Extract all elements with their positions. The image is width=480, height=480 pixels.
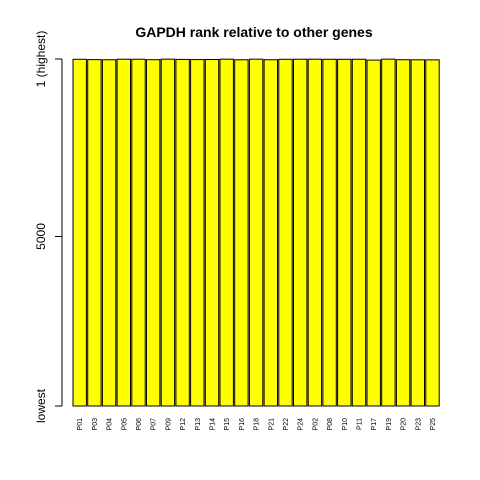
chart-title: GAPDH rank relative to other genes (135, 24, 373, 40)
x-tick-label-p23: P23 (415, 418, 422, 431)
bar-p06 (131, 58, 146, 407)
bar-p07 (146, 59, 161, 407)
bar-p11 (351, 58, 367, 407)
bar-p19 (381, 58, 396, 407)
bar-p12 (175, 58, 190, 407)
x-tick-label-p13: P13 (195, 418, 202, 431)
y-tick-label: 5000 (34, 223, 48, 250)
x-tick-label-p22: P22 (283, 418, 290, 431)
y-tick-label: lowest (34, 388, 48, 423)
bar-p03 (87, 59, 102, 407)
x-tick-label-p20: P20 (401, 418, 408, 431)
bar-p24 (293, 58, 308, 407)
x-tick-label-p08: P08 (327, 418, 334, 431)
x-tick-label-p19: P19 (386, 418, 393, 431)
x-tick-label-p04: P04 (107, 418, 114, 431)
x-tick-label-p25: P25 (430, 418, 437, 431)
bars (72, 58, 440, 407)
y-axis: 1 (highest) 5000 lowest (34, 31, 63, 423)
bar-p10 (337, 58, 352, 407)
bar-p22 (278, 58, 293, 407)
x-tick-label-p11: P11 (357, 418, 364, 430)
bar-p23 (410, 59, 426, 407)
y-tick-label: 1 (highest) (34, 31, 48, 88)
bar-p20 (395, 59, 411, 407)
bar-p09 (160, 58, 176, 407)
x-tick-label-p02: P02 (312, 418, 319, 431)
x-tick-labels: P01 P03 P04 P05 P06 P07 P09 P12 P13 P14 P15 P16 P18 P… (77, 418, 437, 431)
bar-p16 (234, 59, 249, 407)
bar-p04 (101, 59, 117, 407)
x-tick-label-p17: P17 (371, 418, 378, 431)
x-tick-label-p06: P06 (136, 418, 143, 431)
x-tick-label-p12: P12 (180, 418, 187, 431)
bar-p13 (190, 59, 205, 407)
x-tick-label-p03: P03 (92, 418, 99, 431)
x-tick-label-p07: P07 (151, 418, 158, 431)
bar-p05 (116, 58, 131, 407)
bar-p17 (366, 59, 381, 407)
bar-p08 (322, 58, 337, 407)
x-tick-label-p05: P05 (121, 418, 128, 431)
bar-p02 (307, 58, 323, 407)
bar-p21 (263, 59, 279, 407)
x-tick-label-p14: P14 (210, 418, 217, 431)
bar-p15 (219, 58, 234, 407)
x-tick-label-p21: P21 (268, 418, 275, 431)
x-tick-label-p24: P24 (298, 418, 305, 431)
bar-p18 (248, 58, 264, 407)
x-tick-label-p09: P09 (165, 418, 172, 431)
bar-p25 (425, 59, 440, 407)
x-tick-label-p10: P10 (342, 418, 349, 431)
x-tick-label-p18: P18 (254, 418, 261, 431)
x-tick-label-p16: P16 (239, 418, 246, 431)
bar-p01 (72, 58, 87, 407)
bar-p14 (204, 59, 220, 407)
x-tick-label-p15: P15 (224, 418, 231, 431)
x-tick-label-p01: P01 (77, 418, 84, 431)
